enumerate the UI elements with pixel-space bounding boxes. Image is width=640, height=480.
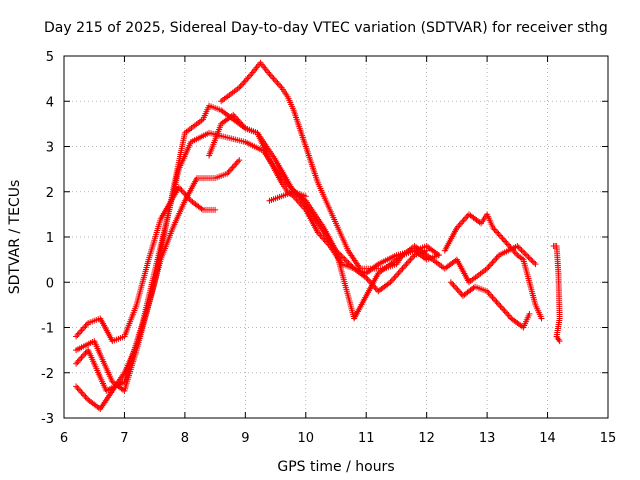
series-track-7	[266, 188, 309, 204]
series-track-3	[73, 184, 219, 345]
y-tick-label: 2	[46, 186, 54, 201]
x-tick-label: 15	[600, 431, 617, 446]
data-marker	[73, 129, 539, 394]
y-tick-label: -1	[41, 322, 54, 337]
chart-title: Day 215 of 2025, Sidereal Day-to-day VTE…	[44, 20, 608, 36]
data-marker	[206, 111, 430, 295]
y-tick-label: -2	[41, 367, 54, 382]
series-track-6	[206, 111, 430, 295]
x-tick-label: 7	[120, 431, 128, 446]
data-marker	[441, 211, 545, 322]
x-tick-label: 6	[60, 431, 68, 446]
y-axis-label: SDTVAR / TECUs	[7, 180, 23, 295]
x-tick-label: 12	[418, 431, 435, 446]
x-tick-label: 14	[539, 431, 556, 446]
x-tick-label: 9	[241, 431, 249, 446]
y-tick-label: 3	[46, 141, 54, 156]
x-tick-label: 8	[181, 431, 189, 446]
data-marker	[266, 188, 309, 204]
y-tick-label: 0	[46, 276, 54, 291]
series-track-8	[441, 211, 545, 322]
data-marker	[73, 184, 219, 345]
data-marker	[218, 59, 442, 272]
series-track-2	[73, 129, 539, 394]
y-tick-label: 1	[46, 231, 54, 246]
grid	[64, 56, 608, 418]
series-track-9	[447, 279, 533, 331]
x-tick-label: 10	[298, 431, 315, 446]
data-marker	[550, 243, 563, 345]
x-axis-label: GPS time / hours	[277, 459, 394, 475]
y-tick-label: 5	[46, 50, 54, 65]
series-track-5	[218, 59, 442, 272]
data-series	[73, 59, 563, 412]
x-tick-label: 13	[479, 431, 496, 446]
series-track-4	[73, 157, 243, 412]
x-tick-label: 11	[358, 431, 375, 446]
y-tick-label: -3	[41, 412, 54, 427]
data-marker	[447, 279, 533, 331]
series-track-10	[550, 243, 563, 345]
y-tick-label: 4	[46, 95, 54, 110]
data-marker	[73, 157, 243, 412]
